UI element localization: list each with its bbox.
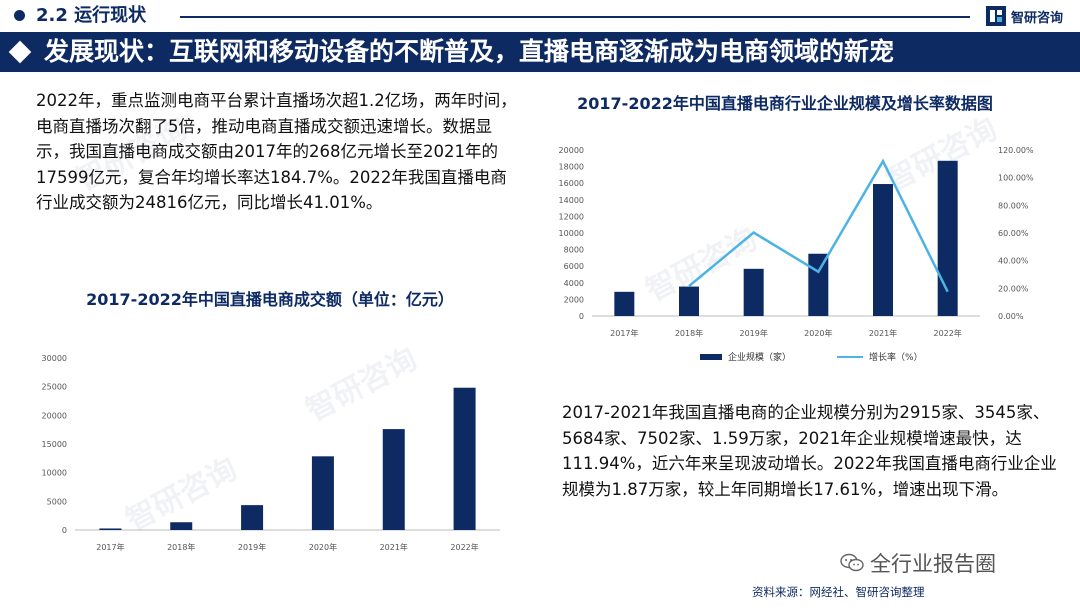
y2-tick-label: 0.00% [998,312,1024,321]
growth-rate-line [688,158,949,293]
bar-enterprise-0 [614,291,635,316]
y2-tick-label: 20.00% [998,284,1029,293]
brand-logo-icon [986,6,1006,26]
data-source-note: 资料来源：网经社、智研咨询整理 [752,585,925,599]
y-tick-label: 0 [579,312,584,321]
bar-enterprise-3 [808,253,829,316]
bar-enterprise-2 [743,268,764,316]
x-tick-label: 2018年 [167,542,195,552]
x-tick-label: 2022年 [450,542,478,552]
y2-tick-label: 80.00% [998,201,1029,210]
x-tick-label: 2018年 [675,328,703,338]
bar-enterprise-4 [873,184,893,316]
x-tick-label: 2021年 [869,328,897,338]
y-tick-label: 8000 [564,246,584,255]
enterprise-paragraph: 2017-2021年我国直播电商的企业规模分别为2915家、3545家、5684… [562,403,1057,499]
bar-enterprise-5 [937,160,958,316]
bar-gmv-5 [453,387,476,530]
y-tick-label: 18000 [559,163,584,172]
gmv-bar-chart: 0 5000 10000 15000 20000 25000 30000 2017年 2018年… [42,354,500,552]
y-tick-label: 20000 [42,411,67,420]
legend-item-growth: 增长率（%） [837,350,923,363]
x-tick-label: 2021年 [380,542,408,552]
y-tick-label: 2000 [564,295,584,304]
y-tick-label: 20000 [559,146,584,155]
y-tick-label: 12000 [559,212,584,221]
y2-tick-label: 120.00% [998,146,1034,155]
bar-gmv-4 [382,429,405,530]
x-tick-label: 2017年 [610,328,638,338]
y-tick-label: 10000 [42,469,67,478]
brand-name: 智研咨询 [1011,10,1064,26]
y-tick-label: 6000 [564,262,584,271]
x-tick-label: 2022年 [933,328,961,338]
header-rule [180,16,970,18]
y-tick-label: 0 [62,526,67,535]
bar-gmv-3 [311,456,334,530]
legend-line-swatch [837,355,864,358]
section-bullet-icon [14,10,25,21]
wechat-account: 全行业报告圈 [840,548,996,578]
top-bar: 2.2 运行现状 智研咨询 [0,0,1080,34]
wechat-icon [840,553,864,572]
y-tick-label: 25000 [42,383,67,392]
chart-title-enterprise: 2017-2022年中国直播电商行业企业规模及增长率数据图 [577,94,993,113]
section-title: 2.2 运行现状 [36,5,147,26]
y-tick-label: 16000 [559,179,584,188]
y-tick-label: 4000 [564,279,584,288]
chart-legend: 企业规模（家） 增长率（%） [700,350,923,363]
legend-item-enterprise: 企业规模（家） [700,350,791,363]
brand-logo: 智研咨询 [985,4,1063,28]
y2-tick-label: 100.00% [998,174,1034,183]
headline-banner: 发展现状：互联网和移动设备的不断普及，直播电商逐渐成为电商领域的新宠 [0,32,1080,72]
intro-paragraph: 2022年，重点监测电商平台累计直播场次超1.2亿场，两年时间，电商直播场次翻了… [36,91,517,213]
legend-label: 企业规模（家） [728,353,792,363]
y2-tick-label: 60.00% [998,229,1029,238]
y-tick-label: 14000 [559,196,584,205]
y-tick-label: 15000 [42,440,67,449]
headline-text: 发展现状：互联网和移动设备的不断普及，直播电商逐渐成为电商领域的新宠 [44,37,895,66]
bar-enterprise-1 [679,286,699,316]
y-tick-label: 5000 [47,497,67,506]
x-tick-label: 2020年 [309,542,337,552]
y-tick-label: 10000 [559,229,584,238]
chart-title-gmv: 2017-2022年中国直播电商成交额（单位：亿元） [86,290,454,309]
y2-tick-label: 40.00% [998,257,1029,266]
x-tick-label: 2017年 [96,542,124,552]
y-tick-label: 30000 [42,354,67,363]
x-tick-label: 2019年 [238,542,266,552]
bar-gmv-0 [99,528,122,530]
legend-bar-swatch [700,353,722,360]
legend-label: 增长率（%） [869,353,923,363]
wechat-account-name: 全行业报告圈 [870,552,996,576]
enterprise-combo-chart: 0 2000 4000 6000 8000 10000 12000 14000 16000 180… [559,146,1034,338]
x-tick-label: 2019年 [739,328,767,338]
bar-gmv-1 [170,522,193,530]
x-tick-label: 2020年 [804,328,832,338]
diamond-icon [8,40,32,64]
bar-gmv-2 [241,505,264,530]
